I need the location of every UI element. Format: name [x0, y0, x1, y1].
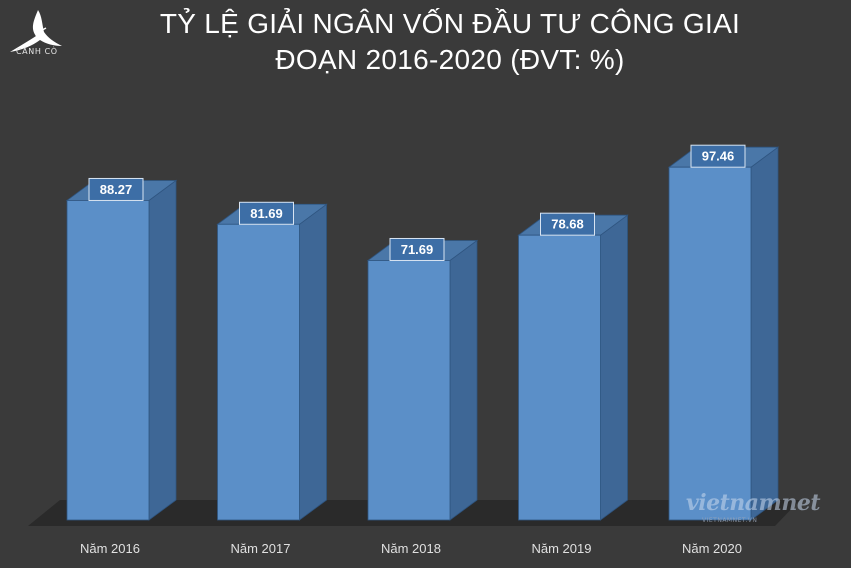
bar-side-3 — [449, 239, 478, 521]
bar-front-1 — [66, 200, 150, 521]
bar-side-5 — [750, 146, 779, 521]
data-label-4: 78.68 — [551, 217, 584, 232]
bar-2: 81.69 — [216, 201, 328, 521]
data-label-box-4 — [540, 212, 595, 236]
logo-text: CÁNH CÒ — [16, 47, 58, 56]
chart-title: TỶ LỆ GIẢI NGÂN VỐN ĐẦU TƯ CÔNG GIAI ĐOẠ… — [90, 6, 810, 78]
bar-side-1 — [148, 179, 177, 521]
data-label-5: 97.46 — [702, 149, 735, 164]
bar-side-2 — [299, 203, 327, 521]
bar-4: 78.68 — [517, 212, 629, 521]
x-tick-label-5: Năm 2020 — [682, 541, 742, 556]
data-label-box-2 — [239, 201, 294, 225]
watermark-subtext: VIETNAMNET.VN — [702, 517, 758, 524]
bar-front-2 — [217, 223, 300, 521]
chart-title-line-1: TỶ LỆ GIẢI NGÂN VỐN ĐẦU TƯ CÔNG GIAI — [159, 8, 741, 39]
x-tick-label-4: Năm 2019 — [532, 541, 592, 556]
x-tick-label-1: Năm 2016 — [80, 541, 140, 556]
data-label-box-3 — [389, 237, 445, 261]
data-label-box-5 — [690, 144, 746, 168]
bar-3: 71.69 — [366, 237, 479, 521]
x-tick-label-3: Năm 2018 — [381, 541, 441, 556]
bar-side-4 — [600, 214, 628, 521]
crane-bird-icon — [10, 10, 62, 52]
bar-front-5 — [668, 166, 752, 521]
data-label-1: 88.27 — [100, 182, 133, 197]
bar-front-3 — [367, 260, 451, 521]
bar-5: 97.46 — [667, 144, 780, 521]
bar-front-4 — [518, 234, 601, 521]
data-label-2: 81.69 — [250, 206, 283, 221]
watermark-logo: vietnamnet — [686, 490, 820, 516]
bar-1: 88.27 — [65, 177, 178, 521]
x-tick-label-2: Năm 2017 — [231, 541, 291, 556]
data-label-3: 71.69 — [401, 242, 434, 257]
logo — [8, 6, 72, 62]
chart-title-line-2: ĐOẠN 2016-2020 (ĐVT: %) — [275, 44, 625, 75]
data-label-box-1 — [88, 177, 144, 201]
